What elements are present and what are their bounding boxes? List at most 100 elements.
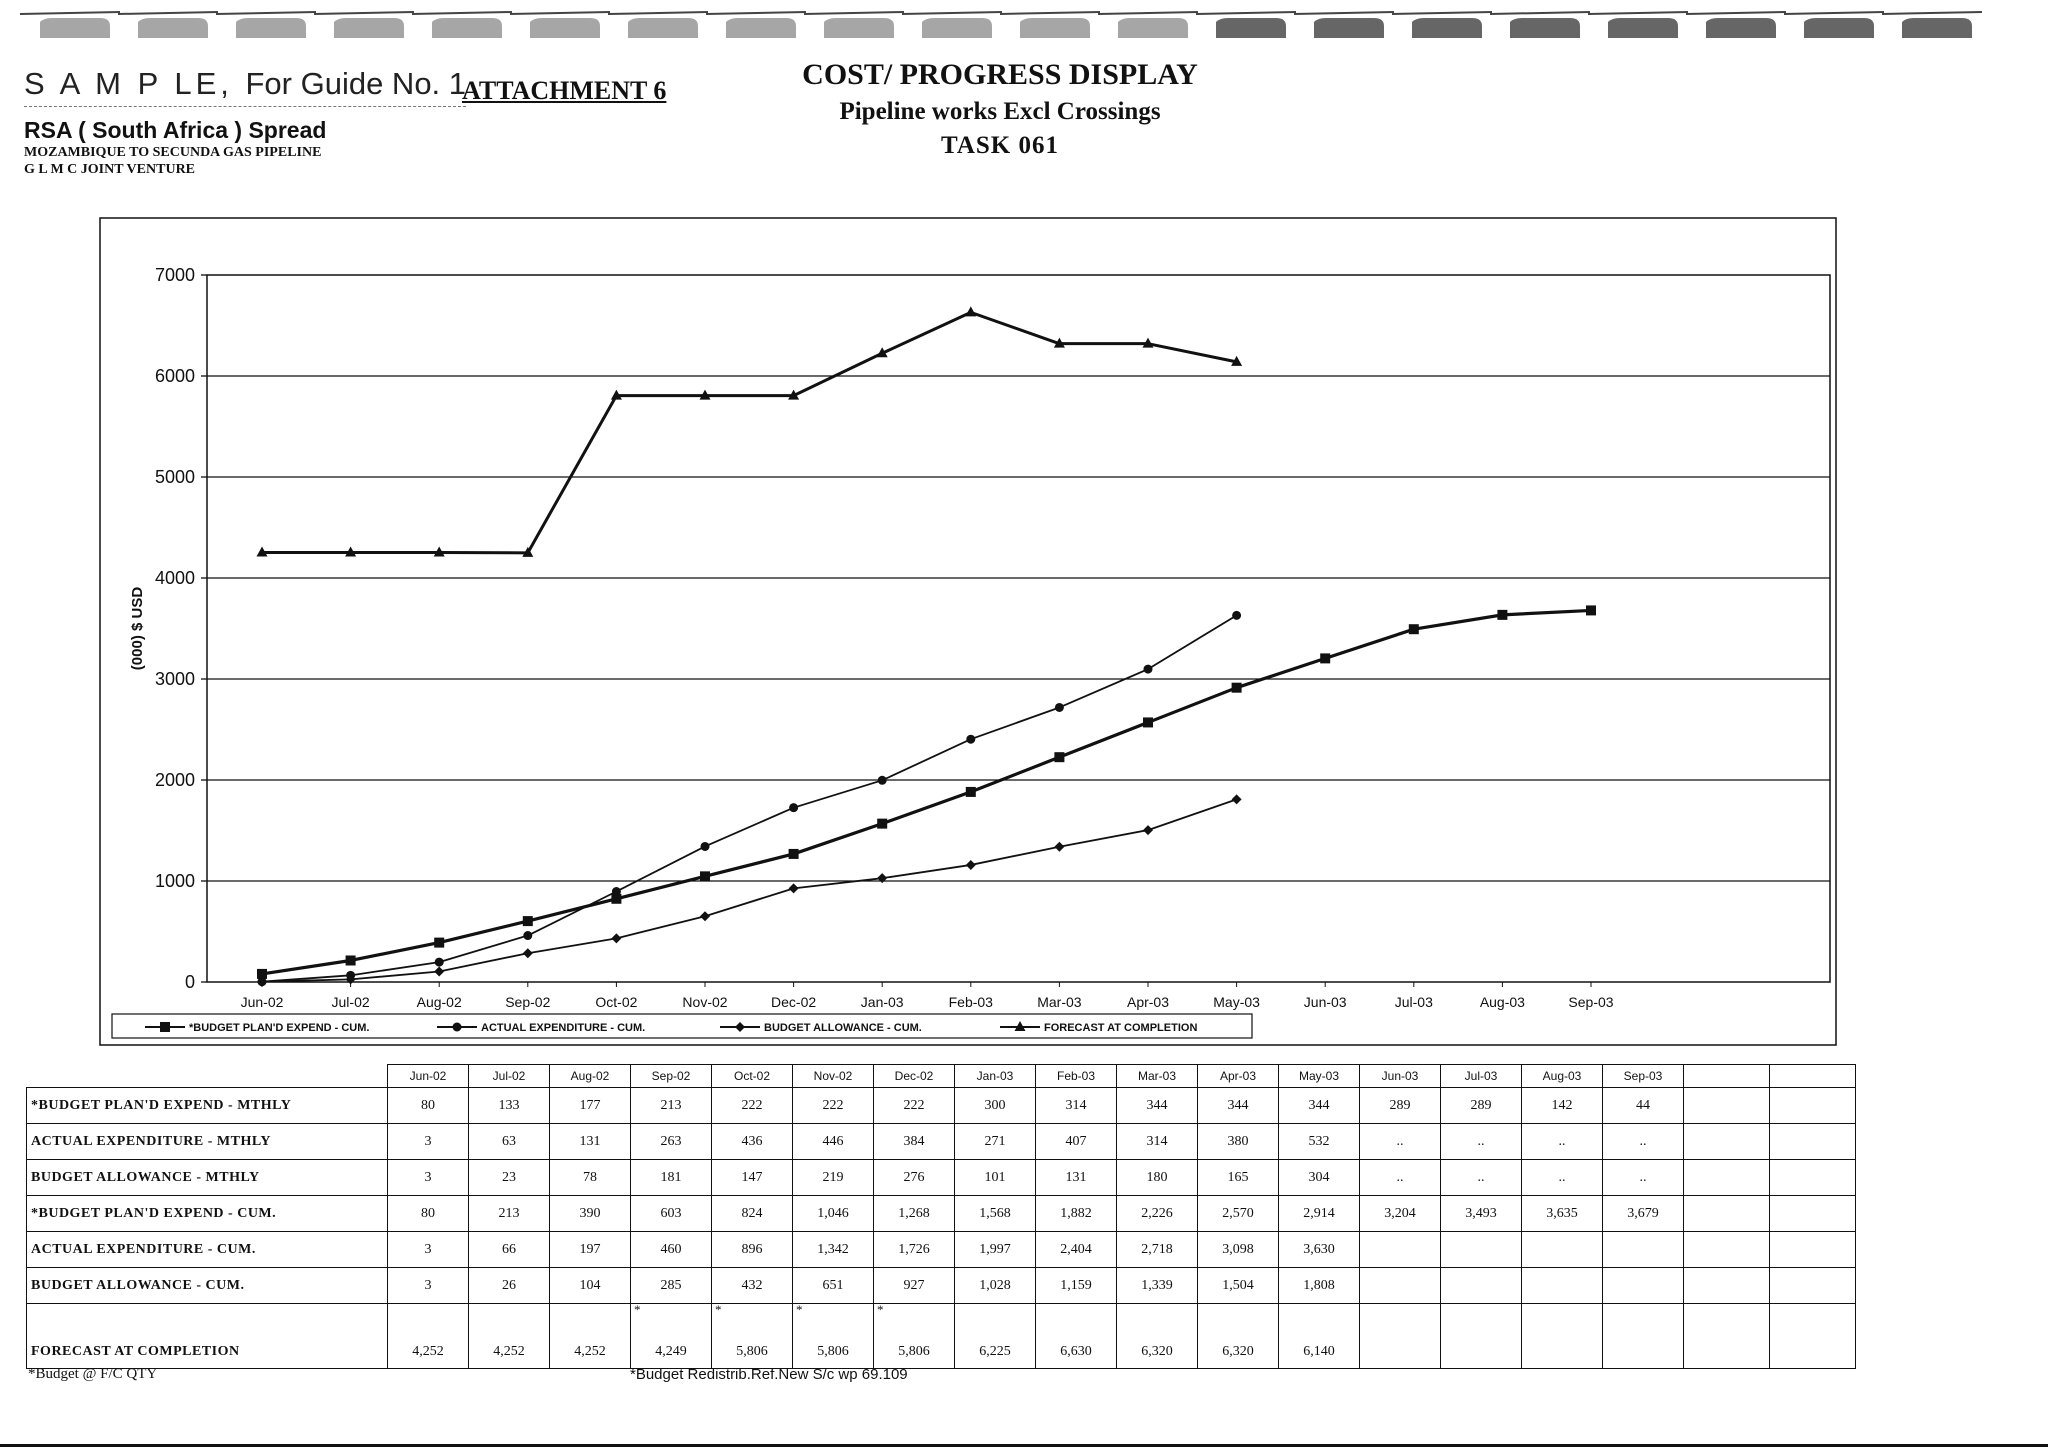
table-cell: 1,504 [1197, 1267, 1279, 1304]
table-column-header: Jun-03 [1359, 1064, 1441, 1088]
table-cell [1602, 1267, 1684, 1304]
data-point-triangle [433, 546, 445, 557]
x-tick-label: Aug-02 [417, 994, 462, 1010]
row-label: BUDGET ALLOWANCE - CUM. [26, 1267, 388, 1304]
table-cell: 101 [954, 1159, 1036, 1196]
tab-decoration [1804, 18, 1874, 38]
table-cell [1769, 1303, 1856, 1369]
data-point-circle [1143, 664, 1153, 674]
table-cell: 3,679 [1602, 1195, 1684, 1232]
table-cell: 213 [630, 1087, 712, 1124]
data-point-square [1231, 682, 1242, 693]
data-point-square [1054, 752, 1065, 763]
table-cell [1769, 1159, 1856, 1196]
table-cell: 80 [387, 1087, 469, 1124]
table-cell: 131 [549, 1123, 631, 1160]
table-cell: 4,252 [468, 1303, 550, 1369]
table-cell: 131 [1035, 1159, 1117, 1196]
legend-label: ACTUAL EXPENDITURE - CUM. [481, 1022, 645, 1034]
cost-table: Jun-02 Jul-02 Aug-02 Sep-02 Oct-02 Nov-02 Dec-… [26, 1064, 1856, 1369]
table-cell: 1,028 [954, 1267, 1036, 1304]
table-cell: 5,806 [711, 1303, 793, 1369]
table-cell: .. [1602, 1159, 1684, 1196]
table-column-header: Jul-02 [468, 1064, 550, 1088]
tab-decoration [1902, 18, 1972, 38]
table-cell [1683, 1195, 1770, 1232]
table-column-header [1683, 1064, 1770, 1088]
table-cell: 285 [630, 1267, 712, 1304]
table-cell: 289 [1359, 1087, 1441, 1124]
table-cell: 165 [1197, 1159, 1279, 1196]
table-cell [1359, 1303, 1441, 1369]
row-label: *BUDGET PLAN'D EXPEND - MTHLY [26, 1087, 388, 1124]
data-point-square [257, 968, 267, 979]
table-cell: 314 [1035, 1087, 1117, 1124]
x-tick-label: Sep-02 [505, 994, 550, 1010]
x-tick-label: Apr-03 [1127, 994, 1169, 1010]
table-cell: 78 [549, 1159, 631, 1196]
title-block: COST/ PROGRESS DISPLAY Pipeline works Ex… [700, 58, 1300, 160]
table-cell [1521, 1231, 1603, 1268]
data-point-circle [877, 775, 887, 785]
data-point-square [434, 937, 445, 948]
table-cell: 6,225 [954, 1303, 1036, 1369]
table-cell: 927 [873, 1267, 955, 1304]
table-row: BUDGET ALLOWANCE - CUM. 3 26 104 285 432 651 92… [26, 1267, 1856, 1304]
data-point-diamond [788, 883, 799, 894]
row-label: ACTUAL EXPENDITURE - CUM. [26, 1231, 388, 1268]
table-column-header: Aug-02 [549, 1064, 631, 1088]
table-cell [1683, 1159, 1770, 1196]
table-column-header: Nov-02 [792, 1064, 874, 1088]
x-tick-label: Sep-03 [1568, 994, 1613, 1010]
tab-edge [215, 11, 317, 15]
table-cell: 2,718 [1116, 1231, 1198, 1268]
table-cell: 6,320 [1197, 1303, 1279, 1369]
tab-decoration [40, 18, 110, 38]
table-cell: 3 [387, 1159, 469, 1196]
y-tick-label: 7000 [155, 265, 195, 285]
tab-decoration [1314, 18, 1384, 38]
table-cell: 4,252 [549, 1303, 631, 1369]
data-point-square [788, 848, 799, 859]
data-point-square [700, 871, 710, 882]
table-cell [1683, 1267, 1770, 1304]
x-tick-label: Dec-02 [771, 994, 816, 1010]
plot-area [206, 274, 1831, 983]
table-column-header: Aug-03 [1521, 1064, 1603, 1088]
table-cell: 26 [468, 1267, 550, 1304]
table-row: *BUDGET PLAN'D EXPEND - CUM. 80 213 390 603 8… [26, 1195, 1856, 1232]
tab-edge [705, 11, 807, 15]
tab-decoration [138, 18, 208, 38]
table-cell: 384 [873, 1123, 955, 1160]
table-cell: 3,098 [1197, 1231, 1279, 1268]
data-point-triangle [699, 389, 711, 400]
data-point-square [1497, 609, 1508, 620]
data-point-square [611, 893, 622, 904]
tab-decoration [236, 18, 306, 38]
row-label: BUDGET ALLOWANCE - MTHLY [26, 1159, 388, 1196]
tab-edge [411, 11, 513, 15]
tab-edge [999, 11, 1101, 15]
table-cell: 219 [792, 1159, 874, 1196]
tab-edge [1587, 11, 1689, 15]
table-cell: 222 [711, 1087, 793, 1124]
table-cell: 304 [1278, 1159, 1360, 1196]
table-column-header: Sep-03 [1602, 1064, 1684, 1088]
table-column-header: Oct-02 [711, 1064, 793, 1088]
table-cell: 446 [792, 1123, 874, 1160]
tab-decoration [1118, 18, 1188, 38]
data-point-diamond [522, 948, 533, 959]
legend-label: *BUDGET PLAN'D EXPEND - CUM. [189, 1022, 369, 1034]
x-tick-label: Jan-03 [861, 994, 904, 1010]
table-cell: 6,630 [1035, 1303, 1117, 1369]
table-cell: 1,997 [954, 1231, 1036, 1268]
data-point-circle [434, 957, 444, 967]
table-cell: 1,882 [1035, 1195, 1117, 1232]
table-cell: 824 [711, 1195, 793, 1232]
data-point-diamond [1231, 794, 1242, 805]
legend-label: FORECAST AT COMPLETION [1044, 1022, 1197, 1034]
table-cell: 380 [1197, 1123, 1279, 1160]
table-cell: .. [1521, 1123, 1603, 1160]
table-cell: 2,914 [1278, 1195, 1360, 1232]
tab-decoration [1020, 18, 1090, 38]
